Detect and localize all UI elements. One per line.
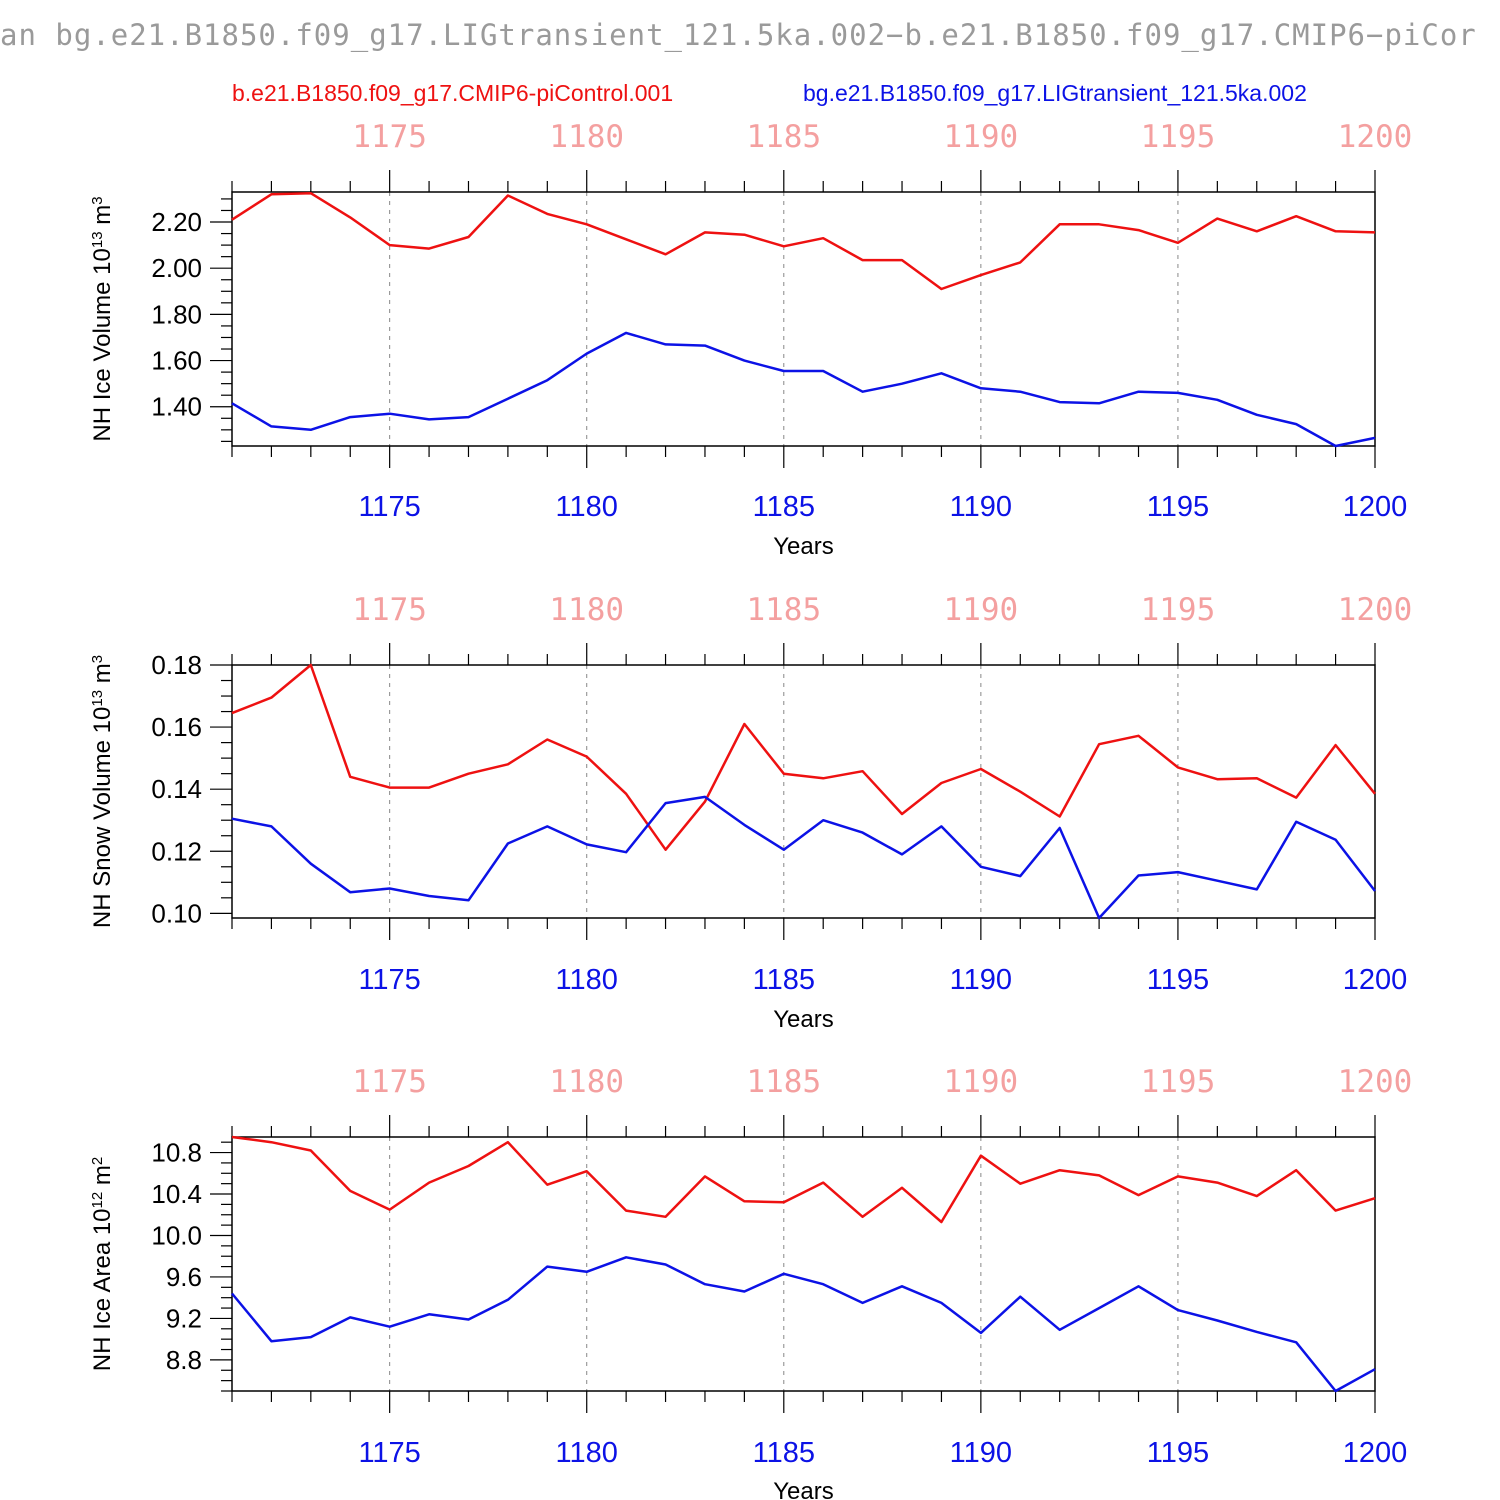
- x-tick-label-top: 1180: [549, 119, 624, 155]
- x-tick-label-bottom: 1175: [358, 1437, 420, 1469]
- y-axis-label-exponent: 13: [89, 690, 106, 707]
- y-axis-label-exponent: 3: [89, 196, 106, 204]
- x-axis-label: Years: [773, 1478, 834, 1500]
- y-axis-label-exponent: 12: [89, 1192, 106, 1209]
- y-tick-label: 0.10: [151, 898, 202, 928]
- y-tick-label: 2.20: [151, 207, 202, 237]
- x-tick-label-top: 1175: [352, 1064, 427, 1100]
- y-tick-label: 10.0: [151, 1220, 202, 1250]
- x-tick-label-bottom: 1195: [1147, 964, 1209, 996]
- y-axis-label: NH Ice Volume 1013 m3: [89, 196, 117, 441]
- x-tick-label-bottom: 1180: [556, 1437, 618, 1469]
- figure-title: an bg.e21.B1850.f09_g17.LIGtransient_121…: [0, 18, 1500, 58]
- y-tick-label: 2.00: [151, 253, 202, 283]
- y-tick-label: 1.40: [151, 392, 202, 422]
- y-tick-label: 9.2: [166, 1303, 202, 1333]
- x-tick-label-top: 1185: [746, 1064, 821, 1100]
- series-line-series_b: [231, 331, 1376, 448]
- x-tick-label-top: 1200: [1338, 119, 1413, 155]
- y-tick-label: 10.4: [151, 1179, 202, 1209]
- x-tick-label-bottom: 1195: [1147, 1437, 1209, 1469]
- x-tick-label-top: 1195: [1141, 119, 1216, 155]
- y-axis-label-part: NH Ice Area 10: [89, 1208, 116, 1371]
- x-tick-label-top: 1190: [944, 592, 1019, 628]
- x-tick-label-top: 1200: [1338, 1064, 1413, 1100]
- x-axis-label: Years: [773, 1006, 834, 1033]
- x-axis-label: Years: [773, 533, 834, 560]
- plot-frame: [231, 1136, 1376, 1392]
- x-tick-label-top: 1195: [1141, 1064, 1216, 1100]
- y-axis-label-part: NH Snow Volume 10: [89, 707, 116, 928]
- plot-frame: [231, 664, 1376, 919]
- y-axis-label-part: m: [89, 663, 116, 690]
- y-axis-label-exponent: 3: [89, 655, 106, 663]
- x-tick-label-bottom: 1180: [556, 491, 618, 523]
- x-tick-label-top: 1175: [352, 592, 427, 628]
- x-tick-label-top: 1190: [944, 119, 1019, 155]
- y-tick-label: 0.16: [151, 712, 202, 742]
- y-tick-label: 0.12: [151, 836, 202, 866]
- x-tick-label-top: 1190: [944, 1064, 1019, 1100]
- legend-series-b: bg.e21.B1850.f09_g17.LIGtransient_121.5k…: [803, 80, 1307, 107]
- y-axis-label-exponent: 13: [89, 231, 106, 248]
- y-tick-label: 9.6: [166, 1262, 202, 1292]
- series-line-series_a: [231, 1135, 1376, 1224]
- y-axis-label-exponent: 2: [89, 1157, 106, 1165]
- x-tick-label-bottom: 1200: [1343, 964, 1408, 996]
- x-tick-label-bottom: 1190: [950, 491, 1012, 523]
- y-axis-label-part: NH Ice Volume 10: [89, 248, 116, 441]
- series-line-series_b: [231, 795, 1376, 920]
- x-tick-label-top: 1200: [1338, 592, 1413, 628]
- y-axis-label: NH Snow Volume 1013 m3: [89, 655, 117, 928]
- x-tick-label-top: 1175: [352, 119, 427, 155]
- x-tick-label-bottom: 1190: [950, 1437, 1012, 1469]
- y-tick-label: 0.14: [151, 774, 202, 804]
- y-tick-label: 0.18: [151, 650, 202, 680]
- figure-title-text: an bg.e21.B1850.f09_g17.LIGtransient_121…: [0, 18, 1477, 52]
- legend-series-a-label: b.e21.B1850.f09_g17.CMIP6-piControl.001: [232, 80, 674, 106]
- x-tick-label-bottom: 1190: [950, 964, 1012, 996]
- plot-frame: [231, 191, 1376, 447]
- x-tick-label-bottom: 1195: [1147, 491, 1209, 523]
- legend-series-a: b.e21.B1850.f09_g17.CMIP6-piControl.001: [232, 80, 673, 107]
- y-axis-label-part: m: [89, 205, 116, 232]
- y-tick-label: 8.8: [166, 1345, 202, 1375]
- y-axis-label: NH Ice Area 1012 m2: [89, 1157, 117, 1371]
- x-tick-label-bottom: 1200: [1343, 491, 1408, 523]
- series-line-series_b: [231, 1256, 1376, 1393]
- y-axis-label-part: m: [89, 1165, 116, 1192]
- x-tick-label-bottom: 1180: [556, 964, 618, 996]
- y-tick-label: 1.60: [151, 346, 202, 376]
- x-tick-label-bottom: 1185: [753, 491, 815, 523]
- legend-series-b-label: bg.e21.B1850.f09_g17.LIGtransient_121.5k…: [803, 80, 1307, 106]
- series-line-series_a: [231, 191, 1376, 291]
- x-tick-label-bottom: 1175: [358, 964, 420, 996]
- x-tick-label-top: 1195: [1141, 592, 1216, 628]
- x-tick-label-bottom: 1185: [753, 964, 815, 996]
- x-tick-label-top: 1180: [549, 592, 624, 628]
- y-tick-label: 1.80: [151, 299, 202, 329]
- chart-panel-1: 1.40 1.60 1.80 2.00 2.20 1175 1180 1185 1190 1195…: [89, 119, 1413, 560]
- x-tick-label-bottom: 1185: [753, 1437, 815, 1469]
- x-tick-label-top: 1180: [549, 1064, 624, 1100]
- x-tick-label-bottom: 1175: [358, 491, 420, 523]
- chart-panel-3: 8.8 9.2 9.6 10.0 10.4 10.8 1175 1180 1185 1190 119…: [89, 1064, 1413, 1500]
- series-line-series_a: [231, 663, 1376, 851]
- x-tick-label-bottom: 1200: [1343, 1437, 1408, 1469]
- y-tick-label: 10.8: [151, 1138, 202, 1168]
- chart-panel-2: 0.10 0.12 0.14 0.16 0.18 1175 1180 1185 1190 1195…: [89, 592, 1413, 1033]
- x-tick-label-top: 1185: [746, 592, 821, 628]
- x-tick-label-top: 1185: [746, 119, 821, 155]
